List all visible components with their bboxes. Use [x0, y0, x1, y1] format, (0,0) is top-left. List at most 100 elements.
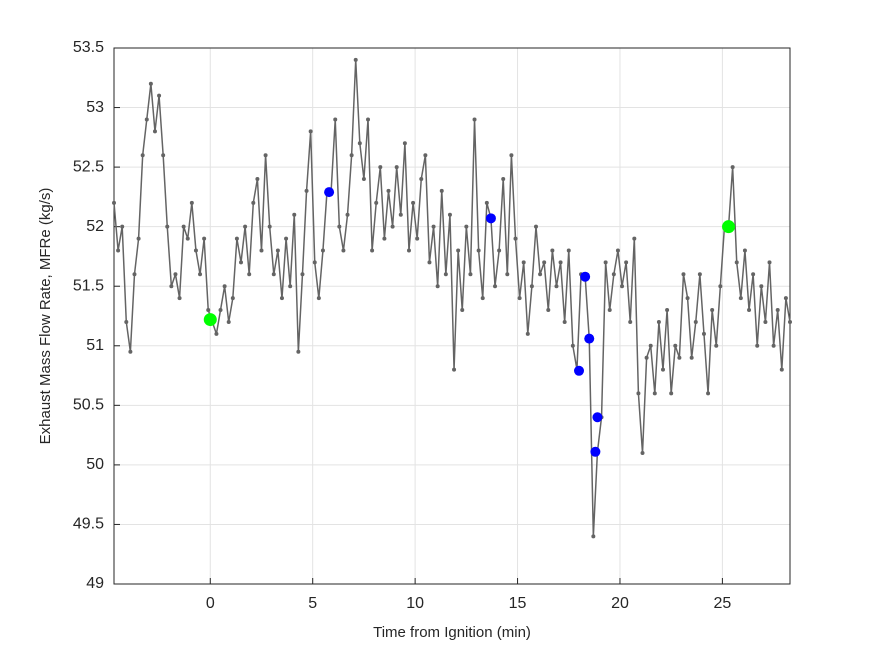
data-point — [288, 284, 293, 289]
data-point — [632, 236, 637, 241]
data-point — [218, 308, 223, 313]
data-point — [284, 236, 289, 241]
y-tick-label: 50.5 — [73, 397, 104, 414]
data-point — [185, 236, 190, 241]
data-point — [738, 296, 743, 301]
data-point — [132, 272, 137, 277]
y-tick-label: 53.5 — [73, 39, 104, 56]
data-point — [660, 367, 665, 372]
data-point — [460, 308, 465, 313]
data-point — [415, 236, 420, 241]
data-point — [505, 272, 510, 277]
data-point — [226, 319, 231, 324]
data-point — [783, 296, 788, 301]
data-point — [669, 391, 674, 396]
data-point — [701, 331, 706, 336]
data-point — [755, 343, 760, 348]
data-point — [198, 272, 203, 277]
data-point — [480, 296, 485, 301]
data-point — [251, 200, 256, 205]
data-point — [304, 188, 309, 193]
data-point — [394, 165, 399, 170]
data-point — [239, 260, 244, 265]
data-point — [230, 296, 235, 301]
data-point — [267, 224, 272, 229]
data-point — [202, 236, 207, 241]
x-tick-label: 0 — [206, 595, 215, 612]
data-point — [140, 153, 145, 158]
data-point — [443, 272, 448, 277]
data-point — [120, 224, 125, 229]
data-point — [300, 272, 305, 277]
data-point — [406, 248, 411, 253]
data-point — [341, 248, 346, 253]
data-point — [169, 284, 174, 289]
data-point — [431, 224, 436, 229]
data-point — [157, 93, 162, 98]
data-point — [214, 331, 219, 336]
data-point — [677, 355, 682, 360]
data-point — [751, 272, 756, 277]
data-point — [402, 141, 407, 146]
data-point — [718, 284, 723, 289]
data-point — [509, 153, 514, 158]
data-point — [497, 248, 502, 253]
data-point — [689, 355, 694, 360]
data-point — [529, 284, 534, 289]
data-line — [113, 59, 791, 537]
data-point — [759, 284, 764, 289]
data-point — [747, 308, 752, 313]
data-point — [464, 224, 469, 229]
highlight-point — [590, 446, 601, 457]
data-point — [152, 129, 157, 134]
data-point — [271, 272, 276, 277]
data-point — [710, 308, 715, 313]
data-point — [468, 272, 473, 277]
data-point — [673, 343, 678, 348]
data-point — [493, 284, 498, 289]
data-point — [116, 248, 121, 253]
data-point — [337, 224, 342, 229]
data-point — [144, 117, 149, 122]
data-point — [742, 248, 747, 253]
data-point — [320, 248, 325, 253]
data-point — [181, 224, 186, 229]
y-tick-label: 52 — [86, 218, 104, 235]
y-tick-label: 52.5 — [73, 158, 104, 175]
data-point — [538, 272, 543, 277]
data-point — [611, 272, 616, 277]
y-tick-label: 53 — [86, 99, 104, 116]
data-point — [124, 319, 129, 324]
data-point — [640, 450, 645, 455]
data-point — [452, 367, 457, 372]
data-point — [607, 308, 612, 313]
data-point — [243, 224, 248, 229]
data-point — [525, 331, 530, 336]
data-point — [644, 355, 649, 360]
data-point — [427, 260, 432, 265]
data-point — [513, 236, 518, 241]
data-point — [333, 117, 338, 122]
data-point — [476, 248, 481, 253]
data-point — [771, 343, 776, 348]
data-point — [128, 349, 133, 354]
highlight-point — [324, 187, 335, 198]
data-point — [501, 177, 506, 182]
data-point — [447, 212, 452, 217]
x-tick-label: 25 — [714, 595, 732, 612]
data-point — [693, 319, 698, 324]
data-point — [206, 308, 211, 313]
data-point — [697, 272, 702, 277]
highlight-point — [592, 412, 603, 423]
data-point — [546, 308, 551, 313]
data-point — [652, 391, 657, 396]
data-point — [550, 248, 555, 253]
x-tick-label: 10 — [406, 595, 424, 612]
data-point — [386, 188, 391, 193]
highlight-point — [580, 271, 591, 282]
data-point — [316, 296, 321, 301]
data-point — [788, 319, 792, 324]
data-point — [382, 236, 387, 241]
data-point — [521, 260, 526, 265]
